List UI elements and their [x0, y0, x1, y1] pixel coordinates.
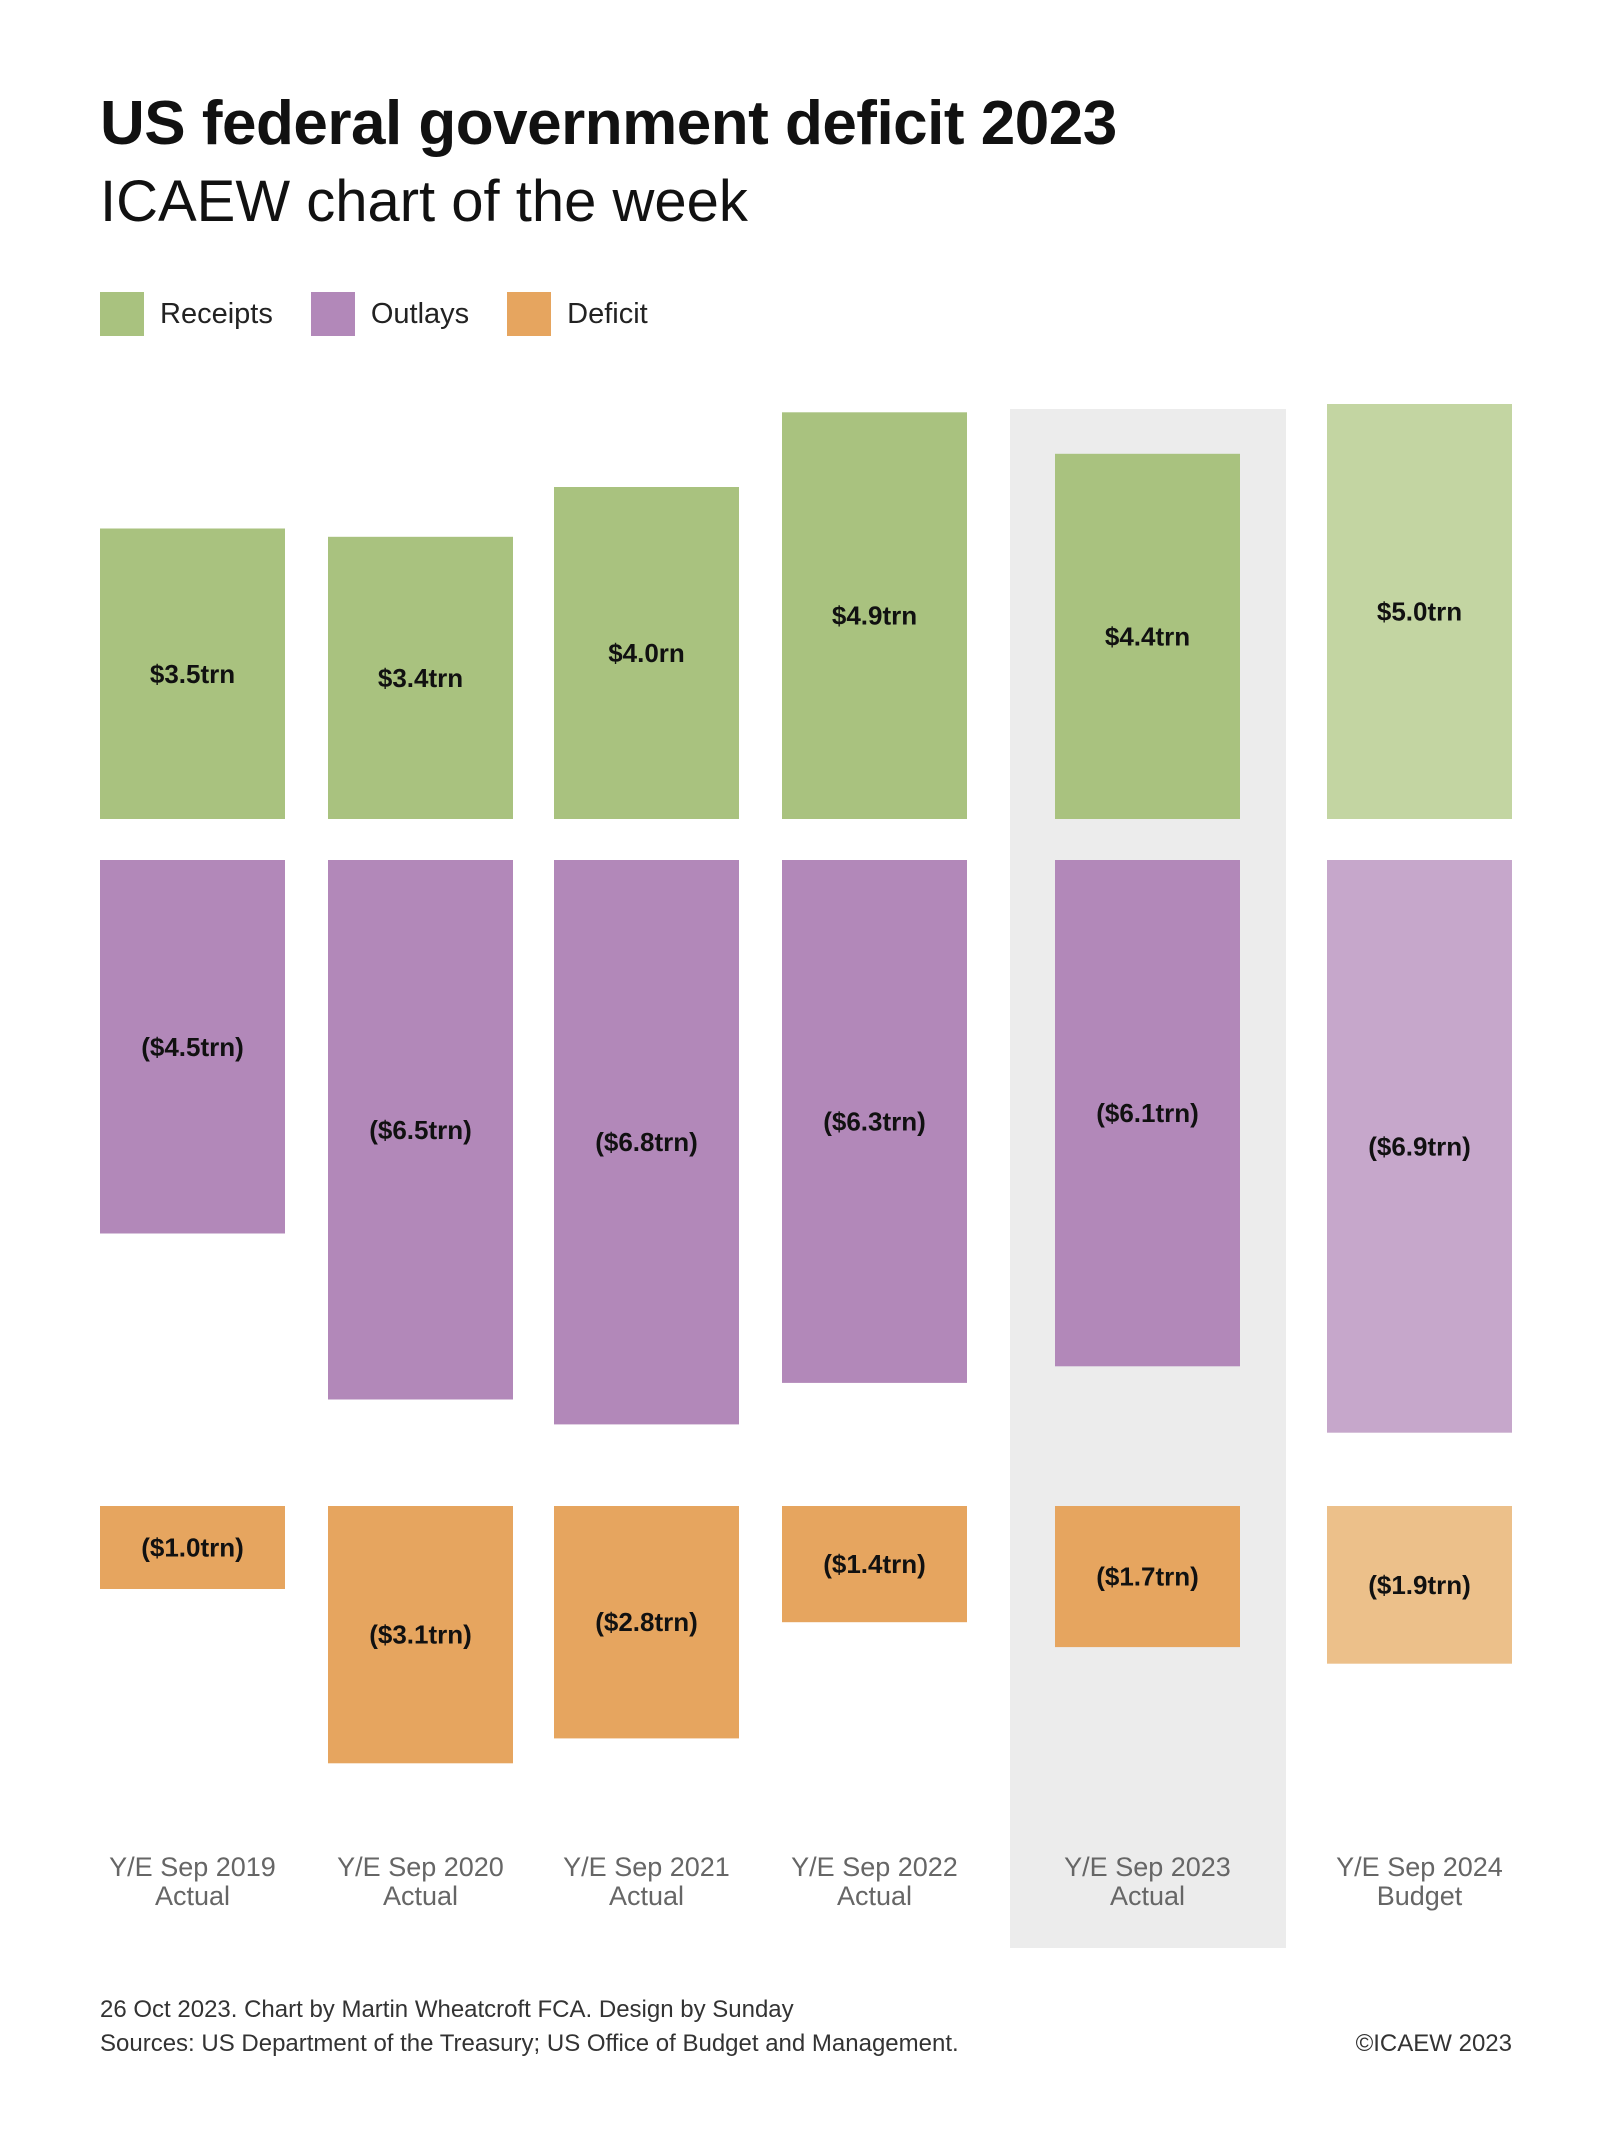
bar-receipts	[328, 536, 513, 819]
bar-deficit	[328, 1506, 513, 1764]
data-label-outlays: ($4.5trn)	[141, 1032, 244, 1062]
data-label-deficit: ($3.1trn)	[369, 1620, 472, 1650]
data-label-receipts: $3.5trn	[150, 659, 235, 689]
data-label-deficit: ($1.4trn)	[823, 1549, 926, 1579]
bar-receipts	[554, 487, 739, 819]
data-label-receipts: $4.0rn	[608, 638, 685, 668]
legend-label-outlays: Outlays	[370, 297, 470, 330]
legend-label-receipts: Receipts	[160, 297, 273, 330]
x-tick-label: Actual	[155, 1881, 230, 1911]
bar-outlays	[1327, 860, 1512, 1433]
bar-receipts	[782, 412, 967, 819]
legend-swatch-outlays	[310, 292, 355, 336]
data-label-outlays: ($6.5trn)	[369, 1115, 472, 1145]
data-label-outlays: ($6.9trn)	[1368, 1131, 1471, 1161]
data-label-receipts: $3.4trn	[378, 663, 463, 693]
footer-sources: Sources: US Department of the Treasury; …	[100, 2030, 959, 2057]
bar-outlays	[554, 860, 739, 1425]
data-label-receipts: $4.9trn	[832, 601, 917, 631]
legend-swatch-deficit	[507, 292, 552, 336]
bar-receipts	[100, 528, 285, 819]
x-tick-label: Y/E Sep 2020	[337, 1852, 504, 1882]
data-label-outlays: ($6.3trn)	[823, 1106, 926, 1136]
chart-title: US federal government deficit 2023	[100, 89, 1117, 158]
x-tick-label: Budget	[1377, 1881, 1463, 1911]
x-tick-label: Actual	[383, 1881, 458, 1911]
data-label-outlays: ($6.1trn)	[1096, 1098, 1199, 1128]
bar-deficit	[1327, 1506, 1512, 1664]
data-label-receipts: $5.0trn	[1377, 597, 1462, 627]
x-tick-label: Actual	[609, 1881, 684, 1911]
bar-receipts	[1055, 453, 1240, 819]
x-tick-label: Y/E Sep 2019	[109, 1852, 276, 1882]
bar-outlays	[100, 860, 285, 1234]
footer-copyright: ©ICAEW 2023	[1355, 2030, 1512, 2057]
x-tick-label: Actual	[837, 1881, 912, 1911]
bar-deficit	[554, 1506, 739, 1739]
x-tick-label: Y/E Sep 2022	[791, 1852, 958, 1882]
data-label-deficit: ($2.8trn)	[595, 1607, 698, 1637]
legend-swatch-receipts	[100, 292, 144, 336]
legend-item-deficit: Deficit	[507, 292, 648, 336]
footer-credit: 26 Oct 2023. Chart by Martin Wheatcroft …	[100, 1996, 794, 2023]
bar-outlays	[782, 860, 967, 1383]
data-label-deficit: ($1.0trn)	[141, 1533, 244, 1563]
x-tick-label: Y/E Sep 2023	[1064, 1852, 1231, 1882]
bar-receipts	[1327, 404, 1512, 819]
legend: Receipts Outlays Deficit	[100, 292, 686, 336]
bar-deficit	[1055, 1506, 1240, 1648]
legend-item-receipts: Receipts	[100, 292, 273, 336]
chart-subtitle: ICAEW chart of the week	[100, 169, 748, 234]
legend-label-deficit: Deficit	[567, 297, 648, 330]
data-label-deficit: ($1.7trn)	[1096, 1562, 1199, 1592]
legend-item-outlays: Outlays	[310, 292, 470, 336]
x-tick-label: Y/E Sep 2021	[563, 1852, 730, 1882]
bar-deficit	[782, 1506, 967, 1623]
bar-outlays	[1055, 860, 1240, 1367]
data-label-outlays: ($6.8trn)	[595, 1127, 698, 1157]
data-label-receipts: $4.4trn	[1105, 621, 1190, 651]
bar-outlays	[328, 860, 513, 1400]
x-tick-label: Y/E Sep 2024	[1336, 1852, 1503, 1882]
x-tick-label: Actual	[1110, 1881, 1185, 1911]
data-label-deficit: ($1.9trn)	[1368, 1570, 1471, 1600]
bar-deficit	[100, 1506, 285, 1589]
